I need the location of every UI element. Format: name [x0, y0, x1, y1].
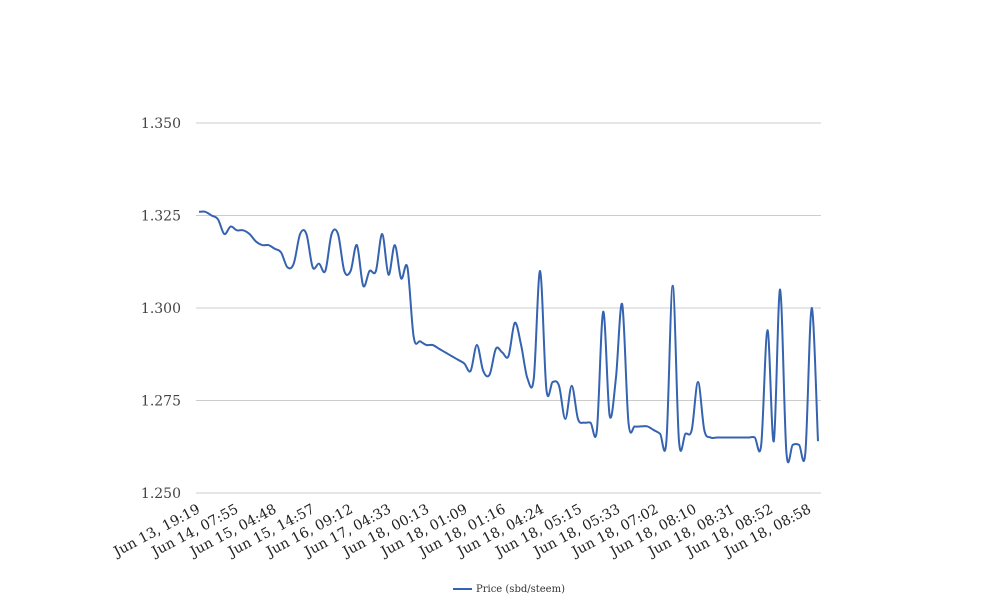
y-tick-label-2: 1.300	[141, 301, 181, 317]
y-tick-label-3: 1.325	[141, 209, 181, 225]
legend-label-price: Price (sbd/steem)	[476, 584, 565, 595]
y-tick-label-0: 1.250	[141, 486, 181, 502]
series-layer	[198, 210, 819, 464]
legend: Price (sbd/steem)	[453, 584, 565, 595]
y-axis-tick-labels: 1.250 1.275 1.300 1.325 1.350	[141, 116, 181, 502]
y-tick-label-1: 1.275	[141, 394, 181, 410]
series-line-price	[198, 210, 819, 464]
gridlines	[196, 122, 821, 494]
y-tick-label-4: 1.350	[141, 116, 181, 132]
